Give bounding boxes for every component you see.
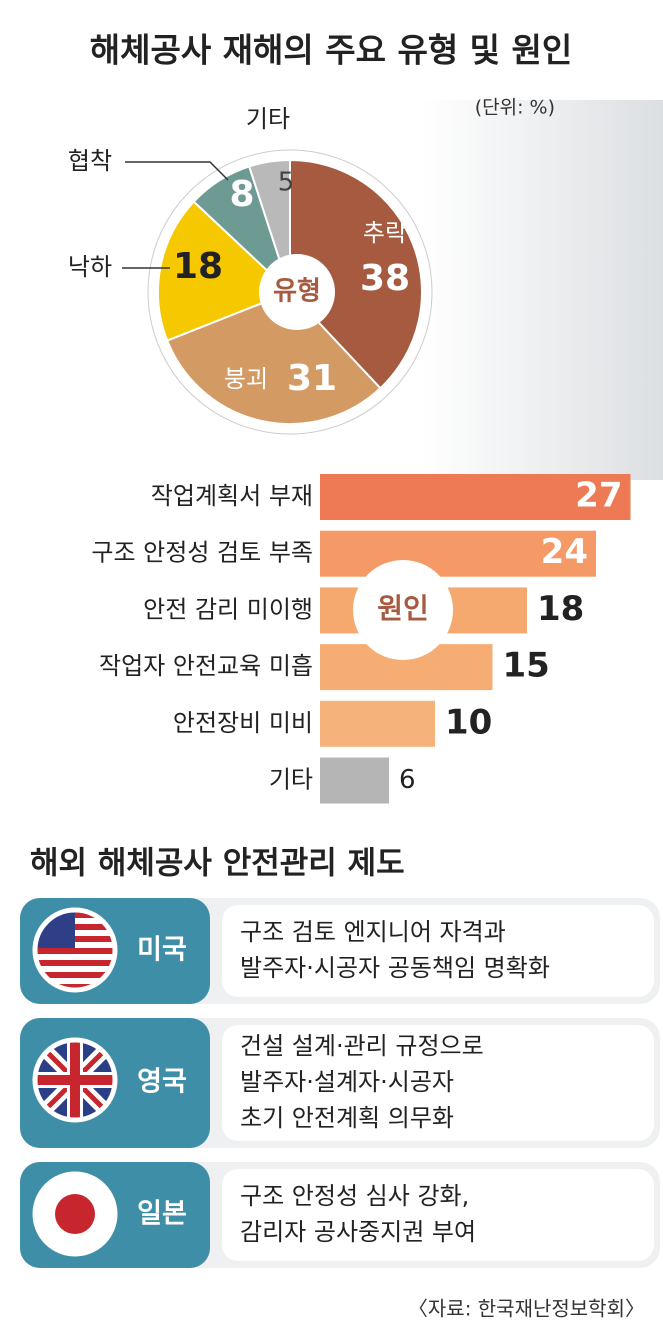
country-name: 미국 bbox=[137, 935, 187, 966]
bar-label: 안전 감리 미이행 bbox=[143, 595, 313, 623]
pie-chart: 추락 38 붕괴 31 낙하 18 협착 8 기타 5 유형 bbox=[68, 105, 433, 435]
country-name: 영국 bbox=[137, 1067, 187, 1098]
bar-label: 구조 안정성 검토 부족 bbox=[91, 539, 313, 567]
slice-label: 붕괴 bbox=[224, 365, 268, 393]
country-policy: 구조 검토 엔지니어 자격과 bbox=[240, 918, 506, 946]
country-policy: 구조 안정성 심사 강화, bbox=[240, 1182, 469, 1210]
center-label: 원인 bbox=[377, 592, 429, 625]
center-label: 유형 bbox=[273, 277, 321, 307]
slice-label: 추락 bbox=[363, 219, 407, 247]
leader-line bbox=[125, 161, 229, 181]
flag-ring bbox=[32, 907, 118, 993]
bar-value: 6 bbox=[399, 765, 416, 795]
pie-slice bbox=[165, 290, 382, 425]
bar-value: 10 bbox=[445, 702, 492, 742]
source: 〈자료: 한국재난정보학회〉 bbox=[408, 1297, 645, 1321]
bar-label: 기타 bbox=[269, 766, 313, 794]
slice-value: 31 bbox=[287, 358, 337, 399]
row-box bbox=[222, 1169, 654, 1261]
slice-value: 18 bbox=[173, 246, 223, 287]
country-rows bbox=[20, 898, 660, 1268]
bar-value: 15 bbox=[503, 646, 550, 686]
section-title: 해외 해체공사 안전관리 제도 bbox=[30, 846, 405, 882]
center-badge bbox=[353, 560, 453, 660]
bar bbox=[320, 530, 596, 577]
bar bbox=[320, 757, 389, 804]
center-badge bbox=[259, 254, 335, 330]
slice-value: 8 bbox=[229, 174, 254, 215]
bar-value: 24 bbox=[541, 532, 588, 572]
country-policy: 초기 안전계획 의무화 bbox=[240, 1104, 454, 1132]
background-photo bbox=[420, 100, 663, 480]
bar-label: 안전장비 미비 bbox=[173, 709, 313, 737]
row-box bbox=[222, 905, 654, 997]
country-policy: 발주자·시공자 공동책임 명확화 bbox=[240, 954, 550, 982]
bar-value: 18 bbox=[537, 589, 584, 629]
slice-label: 협착 bbox=[68, 147, 112, 175]
flag-jp-dot bbox=[55, 1194, 95, 1234]
bar bbox=[320, 474, 631, 520]
country-name: 일본 bbox=[137, 1199, 187, 1230]
slice-value: 38 bbox=[360, 258, 410, 299]
row-box bbox=[222, 1025, 654, 1141]
title: 해체공사 재해의 주요 유형 및 원인 bbox=[90, 31, 572, 70]
country-policy: 건설 설계·관리 규정으로 bbox=[240, 1032, 484, 1060]
country-policy: 발주자·설계자·시공자 bbox=[240, 1068, 454, 1096]
unit-note: (단위: %) bbox=[475, 97, 555, 119]
bar bbox=[320, 700, 435, 747]
bar-chart: 작업계획서 부재 27 구조 안정성 검토 부족 24 안전 감리 미이행 18 작업자 안… bbox=[91, 474, 631, 804]
bar-label: 작업계획서 부재 bbox=[151, 482, 313, 510]
slice-value: 5 bbox=[278, 168, 295, 198]
country-policy: 감리자 공사중지권 부여 bbox=[240, 1218, 476, 1246]
bar-label: 작업자 안전교육 미흡 bbox=[99, 652, 313, 680]
slice-label: 낙하 bbox=[68, 253, 112, 281]
flag-ring bbox=[32, 1037, 118, 1123]
pie-slice bbox=[289, 158, 423, 390]
slice-label: 기타 bbox=[246, 105, 290, 133]
bar-value: 27 bbox=[575, 476, 622, 516]
